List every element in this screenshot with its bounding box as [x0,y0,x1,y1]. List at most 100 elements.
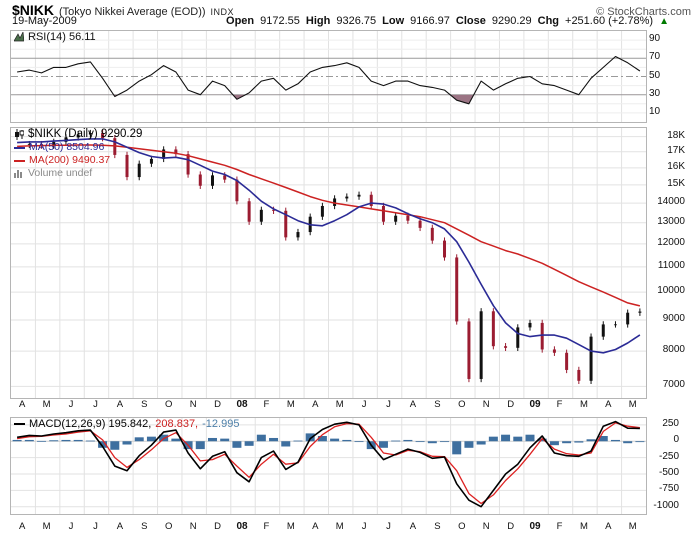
ma50-legend: MA(50) 8504.96 [29,141,105,153]
month-label: A [312,521,319,532]
month-label: F [556,399,563,410]
month-label: F [263,521,270,532]
open-value: 9172.55 [260,15,300,27]
rsi-axis-tick: 30 [649,87,661,99]
month-label: A [605,399,612,410]
macd-axis-tick: -750 [658,483,679,495]
month-label: A [312,399,319,410]
open-label: Open [226,15,255,27]
month-label: S [141,521,148,532]
price-axis-tick: 8000 [662,344,685,356]
price-axis-tick: 9000 [662,312,685,324]
month-label: A [116,399,124,410]
month-label: S [434,399,441,410]
month-label: J [93,399,98,410]
month-label: A [605,521,612,532]
macd-axis-tick: 250 [662,417,679,429]
month-label: D [507,399,515,410]
month-label: M [335,399,344,410]
up-triangle-icon: ▲ [659,16,669,27]
header: $NIKK (Tokyo Nikkei Average (EOD)) INDX … [12,2,691,18]
month-label: J [68,399,74,410]
month-label: D [507,521,515,532]
month-label: N [189,399,197,410]
price-axis-tick: 7000 [662,379,685,391]
price-axis-tick: 14000 [657,196,685,208]
high-value: 9326.75 [336,15,377,27]
volume-bars-icon [14,170,22,178]
exchange-label: INDX [210,7,235,17]
month-label: M [42,399,51,410]
month-label: D [214,521,222,532]
ma200-line-swatch [14,159,25,162]
price-legend: $NIKK (Daily) 9290.29 MA(50) 8504.96 MA(… [14,128,142,180]
macd-line-swatch [14,423,25,425]
ma50-line-swatch [14,146,25,149]
price-axis-tick: 17K [667,144,685,156]
price-axis-tick: 11000 [657,259,685,271]
macd-legend-text: MACD(12,26,9) 195.842, [29,418,152,430]
month-label: 08 [236,399,248,410]
month-label: J [361,399,367,410]
rsi-panel [10,30,647,123]
macd-legend: MACD(12,26,9) 195.842, 208.837, -12.995 [14,418,239,430]
close-value: 9290.29 [491,15,532,27]
month-label: N [482,399,490,410]
month-label: 09 [529,521,541,532]
rsi-plot [11,31,646,122]
month-label: O [165,521,173,532]
month-label: N [189,521,197,532]
close-label: Close [455,15,486,27]
price-axis-tick: 10000 [657,285,685,297]
month-label: O [458,399,466,410]
month-label: M [579,521,588,532]
rsi-axis-tick: 90 [649,33,661,45]
macd-histogram-value: -12.995 [202,418,240,430]
chg-value: +251.60 (+2.78%) [565,15,654,27]
month-label: A [409,399,417,410]
macd-plot [11,418,646,514]
quote-row: 19-May-2009 Open 9172.55 High 9326.75 Lo… [12,15,691,27]
price-axis-tick: 16K [667,160,685,172]
month-label: S [141,399,148,410]
candlestick-icon [15,129,24,140]
symbol: $NIKK [12,2,55,18]
month-label: N [482,521,490,532]
stockcharts-watermark: © StockCharts.com [596,6,691,18]
macd-x-axis: A M J J A S O N D 08 F M A M J J A S O N D 09 F M A M [10,521,645,534]
month-label: M [42,521,51,532]
rsi-axis-tick: 50 [649,69,661,81]
price-plot [11,128,646,398]
month-label: S [434,521,441,532]
month-label: F [556,521,563,532]
month-label: M [286,521,295,532]
price-axis-tick: 15K [667,177,685,189]
ma200-legend: MA(200) 9490.37 [29,154,111,166]
price-axis-tick: 18K [667,129,685,141]
month-label: 08 [236,521,248,532]
price-axis-tick: 12000 [657,236,685,248]
chart-date: 19-May-2009 [12,15,77,27]
volume-legend: Volume undef [28,167,93,179]
month-label: O [165,399,173,410]
rsi-legend-text: RSI(14) 56.11 [28,31,96,43]
month-label: A [19,399,26,410]
macd-axis-tick: -250 [658,450,679,462]
month-label: F [263,399,270,410]
low-label: Low [382,15,405,27]
price-x-axis: A M J J A S O N D 08 F M A M J J A S O N D 09 F M A M [10,399,645,412]
month-label: M [335,521,344,532]
month-label: 09 [529,399,541,410]
rsi-axis-tick: 10 [649,105,661,117]
month-label: M [579,399,588,410]
month-label: M [286,399,295,410]
high-label: High [305,15,331,27]
month-label: J [386,399,391,410]
symbol-fullname: (Tokyo Nikkei Average (EOD)) [59,6,206,18]
rsi-axis-tick: 70 [649,51,661,63]
macd-axis-tick: -500 [658,466,679,478]
month-label: A [19,521,26,532]
macd-axis-tick: 0 [673,434,679,446]
macd-signal-value: 208.837, [155,418,199,430]
